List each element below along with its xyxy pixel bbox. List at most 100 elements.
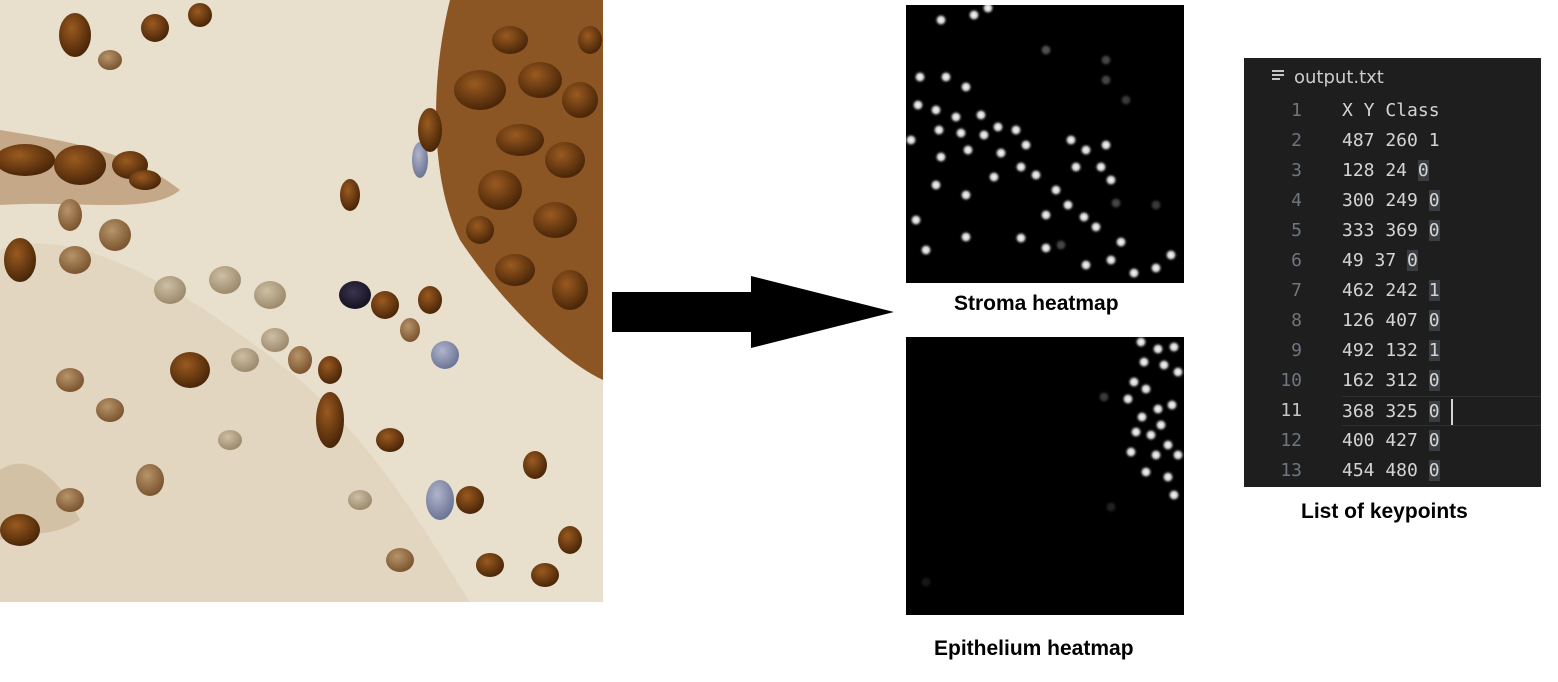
class-value: 0 [1407, 250, 1418, 271]
heatmap-spot [1164, 248, 1178, 262]
heatmap-spot [1029, 168, 1043, 182]
heatmap-spot [959, 80, 973, 94]
cell-nucleus [552, 270, 588, 310]
cell-nucleus [0, 514, 40, 546]
heatmap-spot [1167, 488, 1181, 502]
cell-nucleus [99, 219, 131, 251]
heatmap-spot [991, 120, 1005, 134]
editor-line[interactable]: 8 126 407 0 [1244, 306, 1541, 336]
heatmap-spot [1124, 445, 1138, 459]
cell-nucleus [426, 480, 454, 520]
text-editor: output.txt 1 X Y Class 2 487 260 1 3 128 24 0… [1244, 58, 1541, 487]
heatmap-spot [1099, 53, 1113, 67]
cell-nucleus [545, 142, 585, 178]
cell-nucleus [231, 348, 259, 372]
heatmap-spot [1165, 398, 1179, 412]
heatmap-spot [934, 150, 948, 164]
heatmap-spot [1079, 143, 1093, 157]
cell-nucleus [492, 26, 528, 54]
file-name: output.txt [1294, 67, 1384, 88]
heatmap-spot [1109, 196, 1123, 210]
line-text[interactable]: 492 132 1 [1342, 336, 1541, 366]
line-number: 7 [1244, 276, 1302, 306]
heatmap-spot [1089, 220, 1103, 234]
class-value: 0 [1429, 460, 1440, 481]
line-number: 13 [1244, 456, 1302, 486]
epithelium-heatmap-caption: Epithelium heatmap [934, 637, 1134, 661]
cell-nucleus [340, 179, 360, 211]
line-text[interactable]: 454 480 0 [1342, 456, 1541, 486]
line-text[interactable]: X Y Class [1342, 96, 1541, 126]
editor-line[interactable]: 5 333 369 0 [1244, 216, 1541, 246]
line-text[interactable]: 128 24 0 [1342, 156, 1541, 186]
cell-nucleus [318, 356, 342, 384]
cell-nucleus [209, 266, 241, 294]
cell-nucleus [456, 486, 484, 514]
line-text[interactable]: 300 249 0 [1342, 186, 1541, 216]
heatmap-spot [1135, 410, 1149, 424]
heatmap-spot [1161, 438, 1175, 452]
editor-line[interactable]: 6 49 37 0 [1244, 246, 1541, 276]
heatmap-spot [1157, 358, 1171, 372]
editor-line[interactable]: 4 300 249 0 [1244, 186, 1541, 216]
heatmap-spot [1104, 253, 1118, 267]
class-value: 1 [1429, 340, 1440, 361]
heatmap-spot [1151, 342, 1165, 356]
line-number: 4 [1244, 186, 1302, 216]
stroma-heatmap-caption: Stroma heatmap [954, 292, 1119, 316]
heatmap-spot [1064, 133, 1078, 147]
editor-line[interactable]: 11 368 325 0 [1244, 396, 1541, 426]
line-text[interactable]: 487 260 1 [1342, 126, 1541, 156]
heatmap-spot [1151, 402, 1165, 416]
text-file-icon [1272, 70, 1284, 82]
heatmap-spot [1104, 500, 1118, 514]
heatmap-spot [1069, 160, 1083, 174]
heatmap-spot [1019, 138, 1033, 152]
tissue-image [0, 0, 603, 602]
epithelium-heatmap [906, 337, 1184, 615]
heatmap-spot [1077, 210, 1091, 224]
cell-nucleus [54, 145, 106, 185]
heatmap-spot [1127, 266, 1141, 280]
heatmap-spot [1127, 375, 1141, 389]
editor-line[interactable]: 12 400 427 0 [1244, 426, 1541, 456]
heatmap-spot [967, 8, 981, 22]
editor-line[interactable]: 13 454 480 0 [1244, 456, 1541, 486]
editor-line[interactable]: 1 X Y Class [1244, 96, 1541, 126]
heatmap-spot [1049, 183, 1063, 197]
heatmap-spot [1119, 93, 1133, 107]
line-text[interactable]: 126 407 0 [1342, 306, 1541, 336]
line-text[interactable]: 49 37 0 [1342, 246, 1541, 276]
line-text[interactable]: 333 369 0 [1342, 216, 1541, 246]
cell-nucleus [454, 70, 506, 110]
heatmap-spot [1099, 138, 1113, 152]
heatmap-spot [1154, 418, 1168, 432]
heatmap-spot [1099, 73, 1113, 87]
cell-nucleus [533, 202, 577, 238]
editor-line[interactable]: 7 462 242 1 [1244, 276, 1541, 306]
cell-nucleus [59, 246, 91, 274]
class-value: 1 [1429, 280, 1440, 301]
cell-nucleus [170, 352, 210, 388]
cell-nucleus [348, 490, 372, 510]
heatmap-spot [1097, 390, 1111, 404]
line-text[interactable]: 162 312 0 [1342, 366, 1541, 396]
heatmap-spot [1149, 198, 1163, 212]
editor-line[interactable]: 9 492 132 1 [1244, 336, 1541, 366]
line-text[interactable]: 400 427 0 [1342, 426, 1541, 456]
heatmap-spot [977, 128, 991, 142]
cell-nucleus [386, 548, 414, 572]
heatmap-spot [1144, 428, 1158, 442]
editor-line[interactable]: 10 162 312 0 [1244, 366, 1541, 396]
editor-line[interactable]: 2 487 260 1 [1244, 126, 1541, 156]
heatmap-spot [1161, 470, 1175, 484]
editor-tab[interactable]: output.txt [1244, 58, 1541, 94]
cell-nucleus [98, 50, 122, 70]
class-value: 0 [1429, 190, 1440, 211]
heatmap-spot [939, 70, 953, 84]
cell-nucleus [254, 281, 286, 309]
line-text[interactable]: 368 325 0 [1342, 396, 1541, 426]
line-text[interactable]: 462 242 1 [1342, 276, 1541, 306]
editor-line[interactable]: 3 128 24 0 [1244, 156, 1541, 186]
heatmap-spot [1014, 160, 1028, 174]
